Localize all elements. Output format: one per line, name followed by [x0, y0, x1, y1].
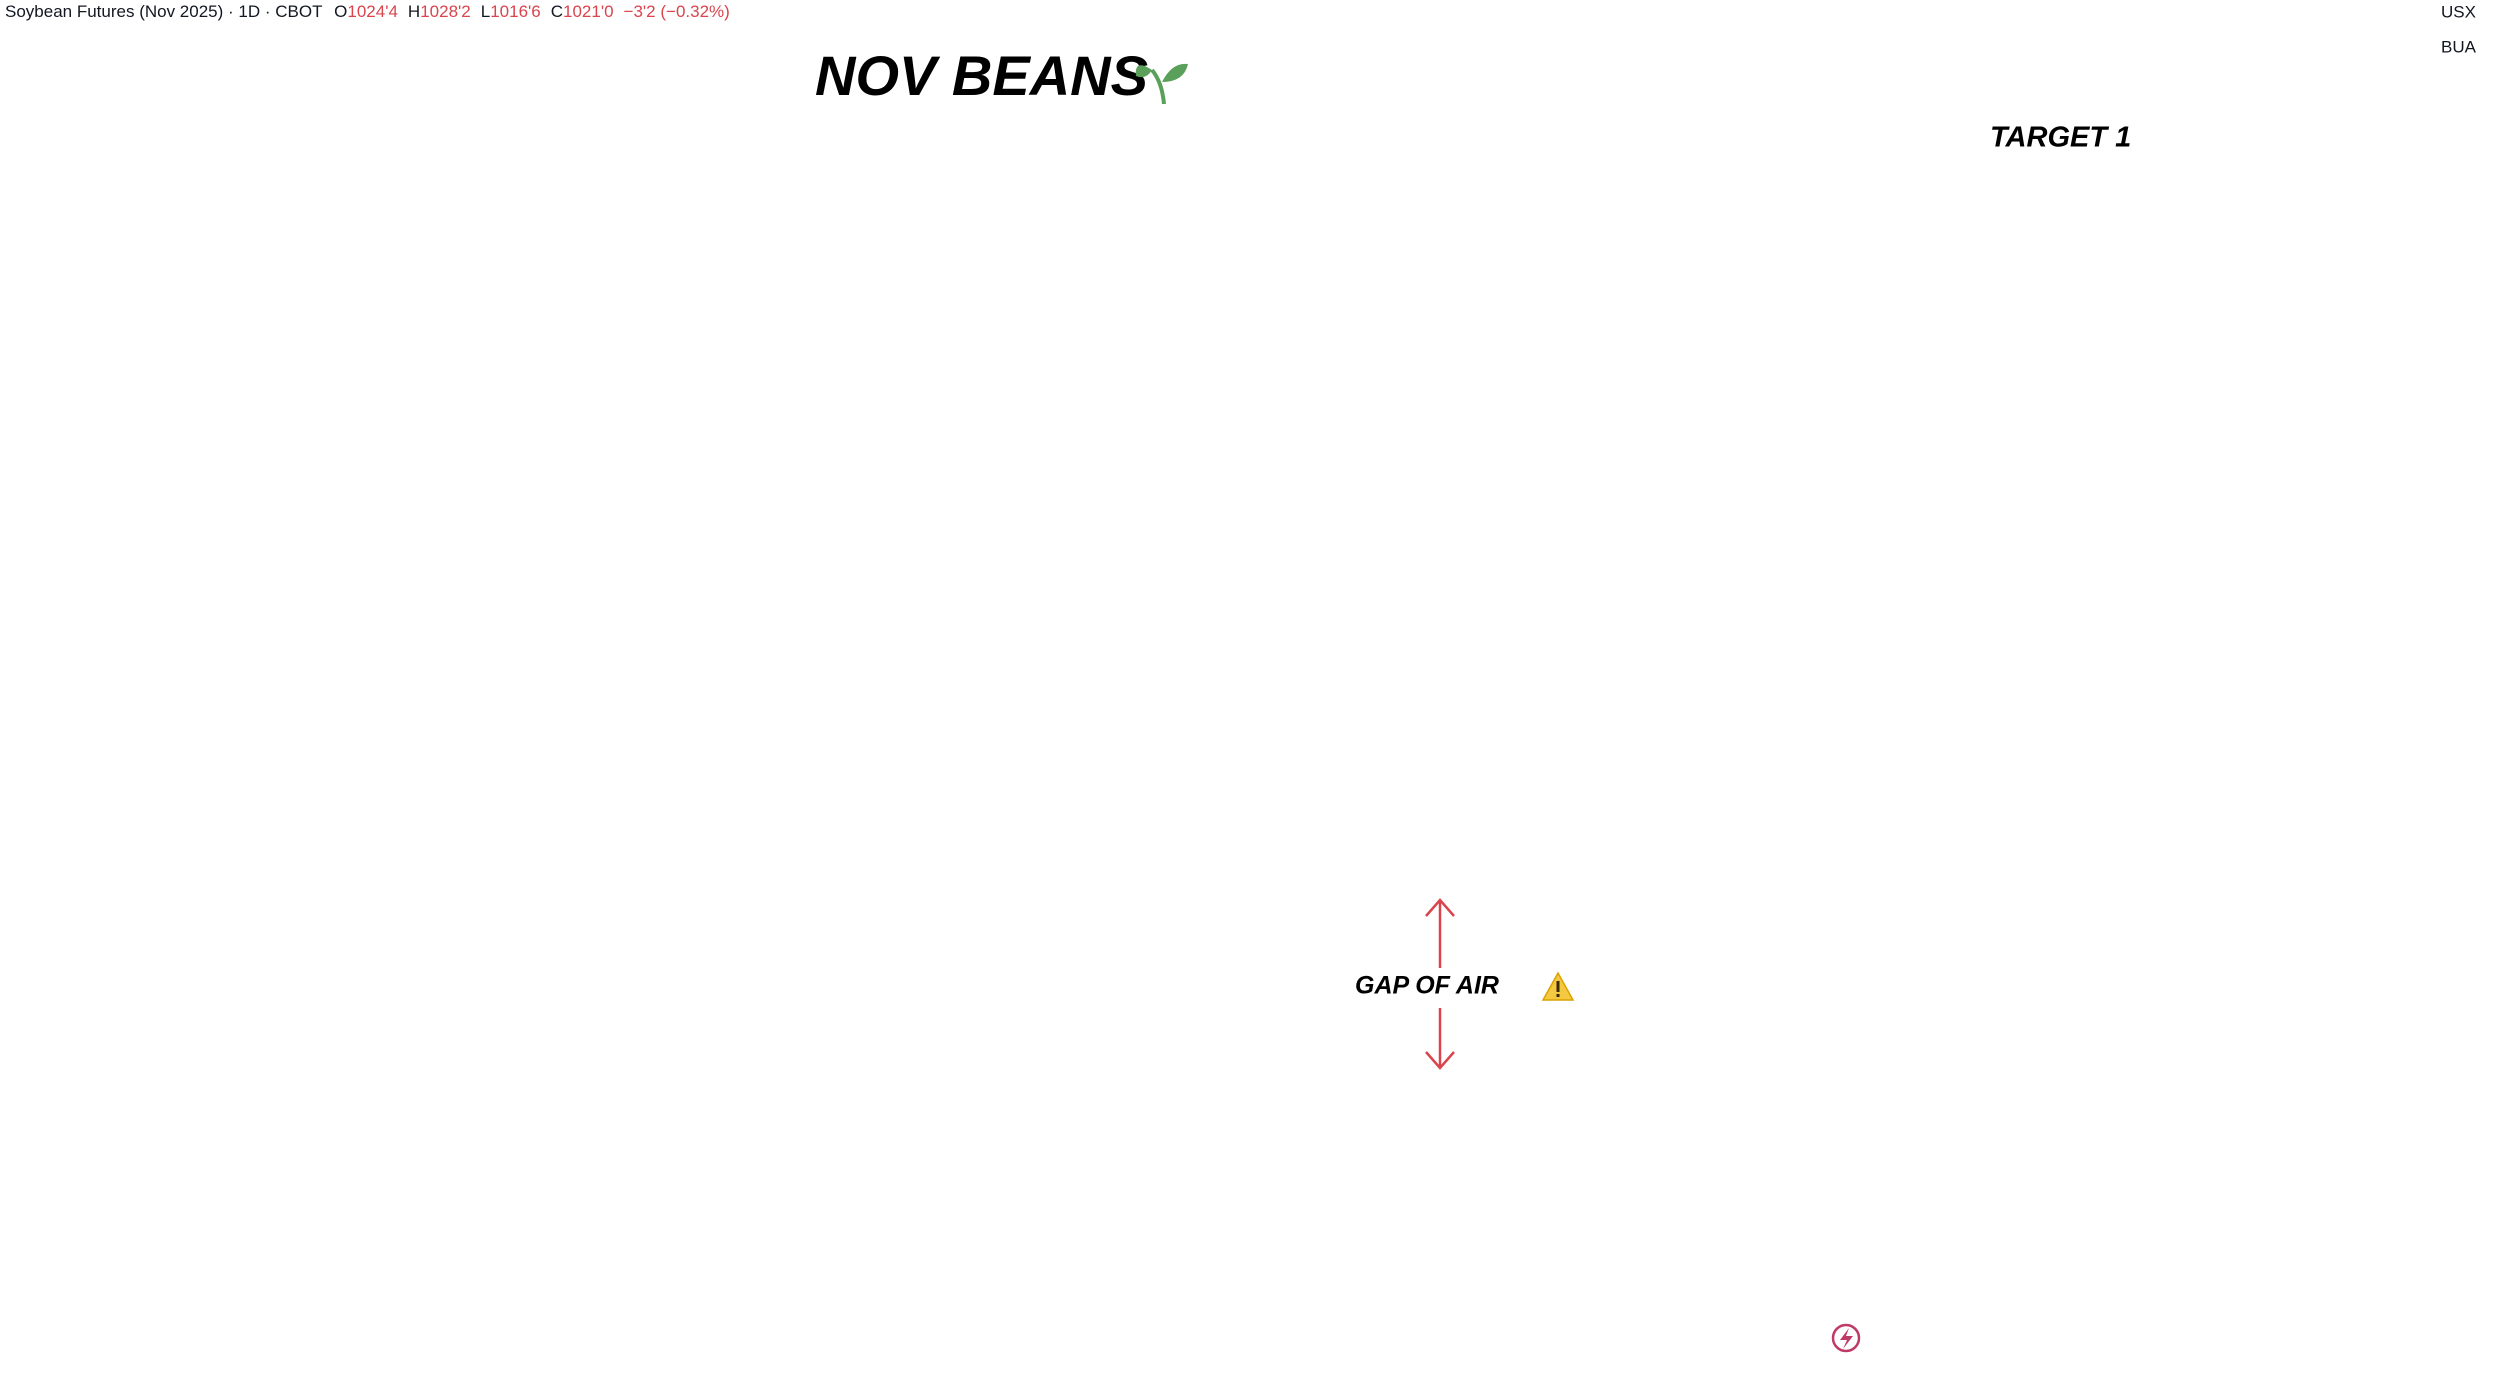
legend-key: C	[551, 2, 563, 21]
legend-value: 1016'6	[490, 2, 541, 21]
legend-value: 1021'0	[563, 2, 614, 21]
lightning-icon	[1831, 1323, 1861, 1353]
unit: BUA	[2441, 37, 2477, 56]
legend-key: O	[334, 2, 347, 21]
annotation: GAP OF AIR	[1355, 972, 1499, 1000]
currency: USX	[2441, 2, 2476, 21]
legend-key: L	[481, 2, 490, 21]
chart-title: NOV BEANS	[815, 44, 1148, 107]
legend-value: 1024'4	[347, 2, 398, 21]
header: Soybean Futures (Nov 2025) · 1D · CBOT O1…	[5, 2, 730, 21]
warning-icon	[1541, 971, 1575, 1001]
legend-key: H	[408, 2, 420, 21]
gap-arrows	[1425, 898, 1455, 1070]
annotation: TARGET 1	[1990, 122, 2131, 154]
symbol: Soybean Futures (Nov 2025) · 1D · CBOT	[5, 2, 322, 21]
legend-value: 1028'2	[420, 2, 471, 21]
sprout-icon	[1135, 63, 1188, 105]
change: −3'2 (−0.32%)	[624, 2, 730, 21]
